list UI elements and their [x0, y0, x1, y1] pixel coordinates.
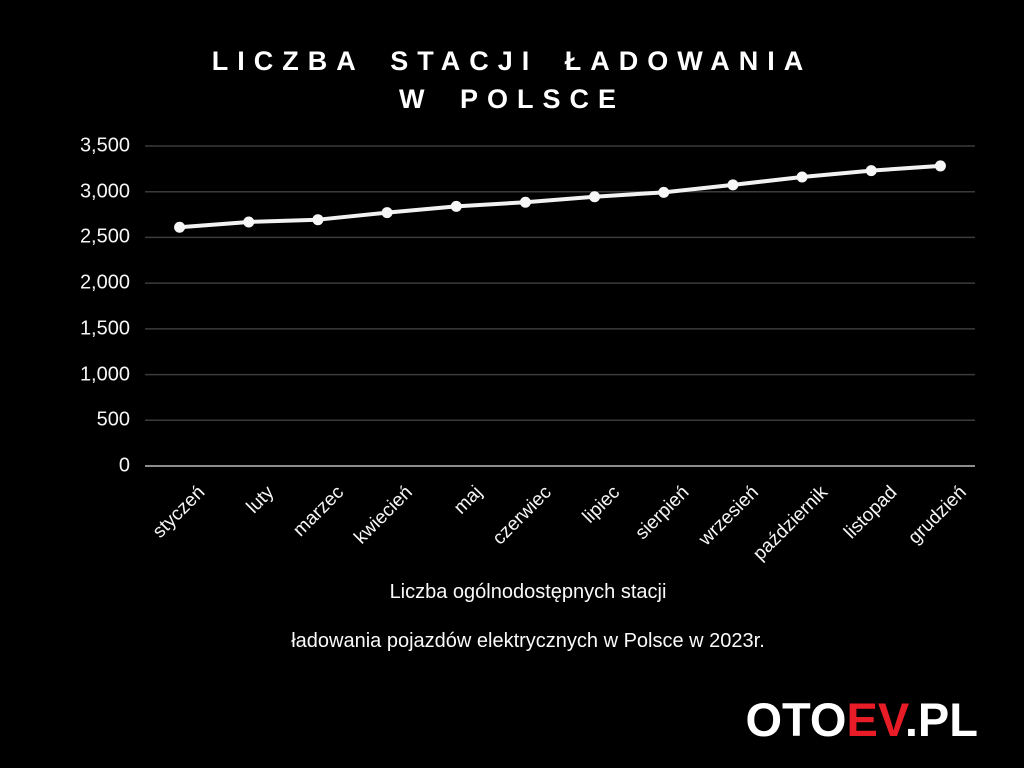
data-point [589, 191, 601, 203]
chart-title-line2: W POLSCE [398, 84, 625, 114]
y-tick-label: 500 [96, 408, 130, 431]
data-point [658, 186, 670, 198]
data-point [174, 221, 186, 233]
otoev-logo: OTOEV.PL [746, 692, 979, 747]
caption-line1: Liczba ogólnodostępnych stacji [389, 581, 667, 603]
y-tick-label: 3,000 [79, 180, 130, 203]
logo-part-ev: EV [846, 693, 905, 746]
y-tick-label: 1,500 [79, 317, 130, 340]
y-tick-label: 2,000 [79, 271, 130, 294]
data-point [727, 179, 739, 191]
chart-title: LICZBA STACJI ŁADOWANIA W POLSCE [0, 42, 1024, 118]
caption-line2: ładowania pojazdów elektrycznych w Polsc… [291, 630, 765, 652]
data-point [243, 216, 255, 228]
y-tick-label: 0 [118, 454, 130, 477]
data-point [934, 160, 946, 172]
data-point [450, 200, 462, 212]
logo-part-oto: OTO [745, 693, 847, 746]
data-point [312, 214, 324, 226]
data-point [865, 165, 877, 177]
data-point [381, 207, 393, 219]
chart-title-line1: LICZBA STACJI ŁADOWANIA [211, 46, 813, 76]
data-line [177, 163, 943, 230]
data-point [796, 171, 808, 183]
logo-part-pl: .PL [904, 693, 978, 746]
chart-caption: Liczba ogólnodostępnych stacji ładowania… [32, 581, 1024, 653]
y-tick-label: 3,500 [79, 134, 130, 157]
data-point [519, 196, 531, 208]
y-tick-label: 1,000 [79, 363, 130, 386]
y-tick-label: 2,500 [79, 225, 130, 248]
